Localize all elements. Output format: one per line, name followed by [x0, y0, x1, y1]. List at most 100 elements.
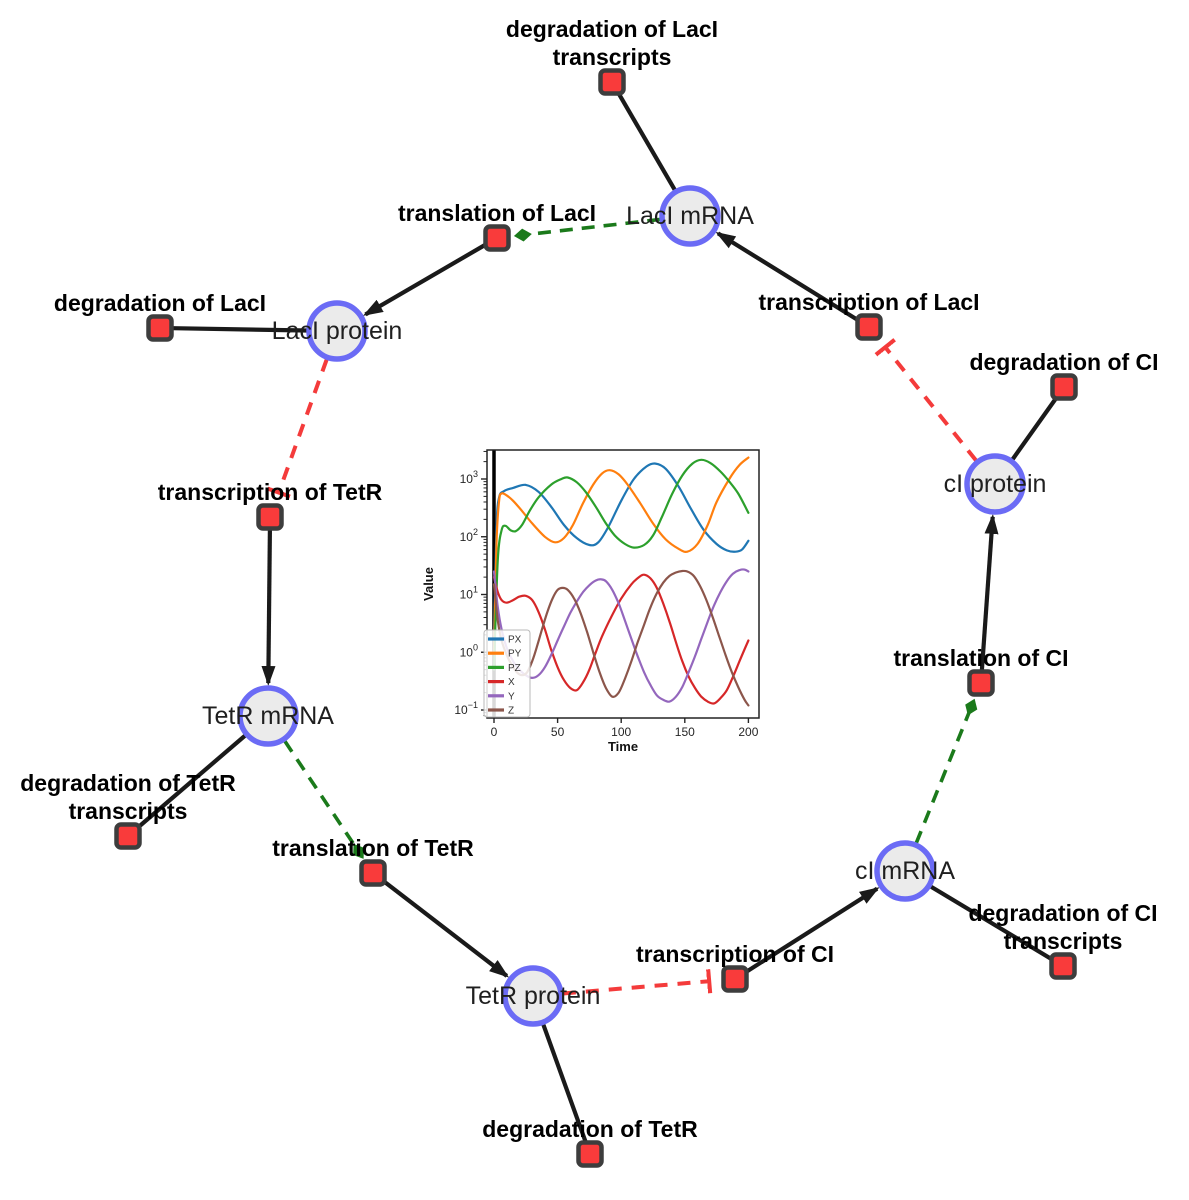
reaction-node-transcription-ci[interactable] [721, 965, 749, 993]
reaction-label-translation-tetr-line1: translation of TetR [272, 835, 474, 861]
chart-plot-frame [486, 449, 760, 719]
chart-y-tick-label: 103 [460, 469, 478, 486]
species-node-laci-mrna[interactable] [659, 185, 721, 247]
reaction-square-transcription-tetr[interactable] [256, 503, 284, 531]
reaction-square-degradation-ci-transcripts[interactable] [1049, 952, 1077, 980]
reaction-square-translation-ci[interactable] [967, 669, 995, 697]
reaction-node-degradation-ci-transcripts[interactable] [1049, 952, 1077, 980]
chart-x-axis-label: Time [608, 739, 638, 754]
reaction-node-translation-laci[interactable] [483, 224, 511, 252]
labels-layer: LacI mRNA LacI protein TetR mRNA TetR prote… [20, 16, 1158, 1142]
legend-label-PZ: PZ [508, 663, 521, 674]
reaction-square-degradation-ci[interactable] [1050, 373, 1078, 401]
chart-series-layer [492, 450, 750, 718]
chart-y-axis-label: Value [421, 567, 436, 601]
species-label-tetr-mrna: TetR mRNA [202, 702, 334, 730]
species-node-tetr-protein[interactable] [502, 965, 564, 1027]
species-label-ci-mrna: cI mRNA [855, 857, 955, 885]
reaction-square-degradation-tetr-transcripts[interactable] [114, 822, 142, 850]
legend-label-Z: Z [508, 706, 514, 717]
chart-legend: PX PY PZ XYZ [483, 629, 531, 718]
edges-layer [136, 92, 1059, 1143]
reaction-square-transcription-ci[interactable] [721, 965, 749, 993]
reaction-label-translation-laci-line1: translation of LacI [398, 200, 596, 226]
edge-consumption-degradation-tetr-tetr-protein [541, 1023, 588, 1143]
edge-consumption-degradation-tetr-transcripts-tetr-mrna [136, 733, 247, 830]
edge-consumption-degradation-laci-transcripts-laci-mrna [616, 92, 677, 192]
chart-x-tick-label: 0 [491, 725, 498, 739]
edge-consumption-degradation-ci-transcripts-ci-mrna [929, 884, 1053, 962]
legend-label-PY: PY [508, 649, 522, 660]
reaction-square-translation-tetr[interactable] [359, 859, 387, 887]
reaction-label-degradation-tetr-line1: degradation of TetR [482, 1116, 698, 1142]
edge-consumption-degradation-laci-laci-protein [172, 326, 308, 333]
reaction-label-degradation-laci-transcripts-line2: transcripts [553, 44, 672, 70]
species-node-ci-protein[interactable] [964, 453, 1026, 515]
reaction-node-translation-tetr[interactable] [359, 859, 387, 887]
reaction-label-degradation-laci-line1: degradation of LacI [54, 290, 266, 316]
chart-series-X [492, 573, 750, 705]
reaction-square-transcription-laci[interactable] [855, 313, 883, 341]
reaction-label-degradation-ci-transcripts-line1: degradation of CI [968, 900, 1157, 926]
chart-series-PX [492, 462, 750, 636]
edge-modifier-translation-tetr-tetr-mrna [283, 739, 364, 859]
reaction-node-transcription-tetr[interactable] [256, 503, 284, 531]
chart-series-Y [492, 568, 750, 703]
species-node-laci-protein[interactable] [306, 300, 368, 362]
edge-inhibition-transcription-tetr-laci-protein [279, 358, 329, 492]
species-label-laci-protein: LacI protein [272, 317, 403, 345]
chart-legend-box [483, 629, 531, 718]
legend-label-X: X [508, 677, 515, 688]
chart-y-tick-label: 10−1 [454, 700, 478, 717]
reaction-square-degradation-tetr[interactable] [576, 1140, 604, 1168]
reaction-label-transcription-tetr-line1: transcription of TetR [158, 479, 383, 505]
reaction-node-degradation-laci[interactable] [146, 314, 174, 342]
reaction-square-degradation-laci[interactable] [146, 314, 174, 342]
reaction-label-degradation-tetr-transcripts-line1: degradation of TetR [20, 770, 236, 796]
chart-y-tick-label: 101 [460, 585, 478, 602]
reaction-label-transcription-ci-line1: transcription of CI [636, 941, 834, 967]
species-circle-laci-protein[interactable] [306, 300, 368, 362]
reaction-node-degradation-tetr-transcripts[interactable] [114, 822, 142, 850]
reaction-node-degradation-tetr[interactable] [576, 1140, 604, 1168]
edge-inhibition-transcription-ci-tetr-protein [562, 981, 709, 996]
chart-x-tick-label: 100 [611, 725, 631, 739]
chart-series-PZ [492, 458, 750, 671]
reaction-node-degradation-ci[interactable] [1050, 373, 1078, 401]
edge-modifier-translation-ci-ci-mrna [914, 698, 978, 844]
reaction-node-translation-ci[interactable] [967, 669, 995, 697]
edge-consumption-degradation-ci-ci-protein [1010, 396, 1059, 461]
species-label-ci-protein: cI protein [944, 470, 1047, 498]
reaction-node-degradation-laci-transcripts[interactable] [598, 68, 626, 96]
species-circle-tetr-protein[interactable] [502, 965, 564, 1027]
chart-y-tick-label: 100 [460, 642, 478, 659]
edge-production-translation-ci-ci-protein [979, 513, 999, 671]
reaction-node-transcription-laci[interactable] [855, 313, 883, 341]
nodes-layer [114, 68, 1078, 1168]
edge-production-transcription-laci-laci-mrna [715, 231, 860, 322]
chart-plot-background [487, 450, 759, 718]
reaction-label-degradation-tetr-transcripts-line2: transcripts [69, 798, 188, 824]
edge-inhibition-transcription-laci-ci-protein [885, 347, 978, 462]
reaction-square-translation-laci[interactable] [483, 224, 511, 252]
chart-x-tick-label: 50 [551, 725, 565, 739]
species-circle-laci-mrna[interactable] [659, 185, 721, 247]
edge-production-translation-laci-laci-protein [362, 242, 487, 317]
reaction-label-transcription-laci-line1: transcription of LacI [758, 289, 979, 315]
species-circle-ci-mrna[interactable] [874, 840, 936, 902]
species-circle-ci-protein[interactable] [964, 453, 1026, 515]
reaction-label-degradation-laci-transcripts-line1: degradation of LacI [506, 16, 718, 42]
species-circle-tetr-mrna[interactable] [237, 685, 299, 747]
chart-x-tick-label: 150 [675, 725, 695, 739]
species-node-ci-mrna[interactable] [874, 840, 936, 902]
edge-modifier-translation-laci-laci-mrna [513, 217, 661, 242]
edge-production-transcription-tetr-tetr-mrna [261, 529, 276, 686]
legend-label-Y: Y [508, 691, 515, 702]
species-label-laci-mrna: LacI mRNA [626, 202, 754, 230]
species-node-tetr-mrna[interactable] [237, 685, 299, 747]
reaction-square-degradation-laci-transcripts[interactable] [598, 68, 626, 96]
edge-production-transcription-ci-ci-mrna [744, 886, 880, 974]
